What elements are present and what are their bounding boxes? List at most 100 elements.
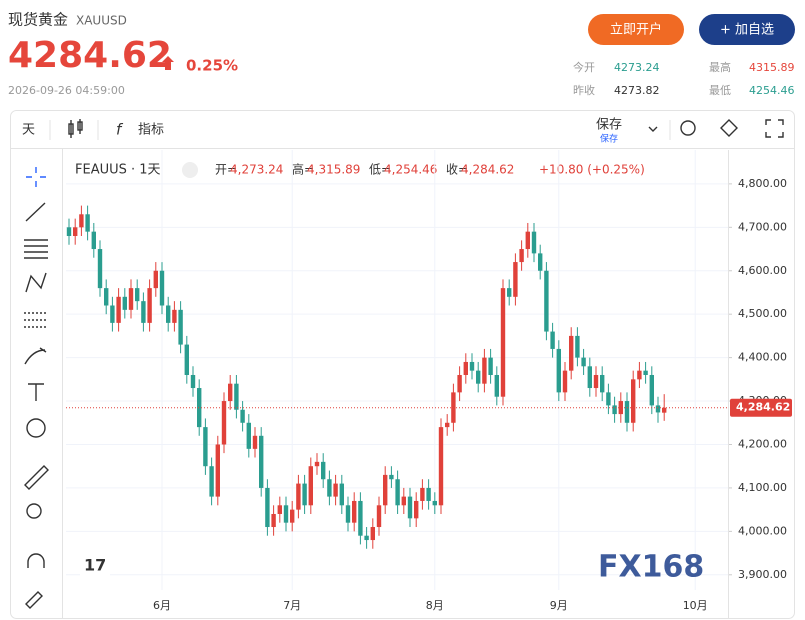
candle-body — [507, 288, 512, 297]
legend-toggle[interactable] — [182, 162, 198, 178]
y-tick-label: 4,800.00 — [738, 177, 787, 190]
pattern-tool[interactable] — [25, 272, 47, 293]
candle-body — [445, 422, 450, 428]
candle-body — [525, 231, 530, 250]
candle-body — [277, 505, 282, 514]
candle-body — [333, 483, 338, 497]
candle-body — [395, 479, 400, 506]
candle-body — [197, 388, 202, 428]
y-tick-label: 4,100.00 — [738, 481, 787, 494]
candle-body — [259, 435, 264, 488]
text-tool[interactable] — [28, 383, 44, 401]
candle-body — [463, 361, 468, 375]
button-label[interactable]: + 加自选 — [720, 23, 774, 38]
brush-tool[interactable] — [24, 347, 47, 365]
candle-body — [364, 535, 369, 541]
candle-body — [606, 392, 611, 406]
x-tick-label: 6月 — [153, 599, 171, 612]
candle-body — [538, 253, 543, 271]
change: 0.25% — [186, 57, 238, 75]
watermark: FX168 — [598, 550, 704, 585]
button-label[interactable]: 立即开户 — [610, 22, 662, 38]
emoji-tool[interactable] — [26, 418, 46, 438]
period-button[interactable]: 天 — [22, 123, 35, 138]
candle-body — [469, 361, 475, 371]
stat-value: 4273.82 — [614, 84, 660, 97]
candle-body — [420, 487, 425, 501]
chart-frame — [10, 110, 795, 619]
candle-body — [544, 270, 549, 332]
candle-body — [401, 496, 406, 506]
zoom-tool[interactable] — [26, 503, 42, 519]
candle-body — [575, 335, 580, 358]
candle-body — [593, 374, 599, 389]
candle-body — [240, 409, 245, 423]
candle-type-button[interactable] — [68, 119, 83, 138]
line-tool[interactable] — [25, 202, 46, 222]
candle-body — [662, 407, 667, 413]
settings-button[interactable] — [720, 119, 738, 137]
candle-body — [457, 374, 462, 393]
fullscreen-button[interactable] — [765, 119, 784, 138]
candle-body — [166, 305, 171, 323]
candle-body — [104, 288, 109, 306]
lock-tool[interactable] — [25, 591, 43, 609]
watchlist-button[interactable] — [699, 14, 795, 45]
legend-value: 4,254.46 — [384, 163, 437, 177]
drawing-tools — [24, 167, 49, 609]
candle-body — [327, 479, 332, 497]
candle-body — [339, 483, 344, 506]
candle-body — [482, 357, 487, 384]
ruler-tool[interactable] — [24, 465, 49, 490]
stat-label: 今开 — [573, 60, 595, 74]
candle-body — [203, 427, 208, 467]
candle-body — [631, 379, 636, 423]
save-button[interactable]: 保存 — [596, 118, 622, 133]
candle-body — [147, 288, 152, 323]
candle-body — [637, 370, 642, 380]
candle-body — [221, 401, 227, 445]
indicator-button[interactable]: 指标 — [138, 123, 164, 138]
candle-body — [414, 500, 419, 519]
candle-body — [352, 500, 357, 523]
candle-body — [290, 509, 295, 523]
y-tick-label: 4,500.00 — [738, 307, 787, 320]
fib-tool[interactable] — [24, 312, 48, 328]
candle-body — [97, 249, 103, 289]
save-sub: 保存 — [600, 133, 618, 145]
candle-body — [358, 500, 363, 536]
crosshair-tool[interactable] — [26, 167, 46, 187]
candle-body — [128, 288, 134, 310]
legend-symbol: FEAUUS · 1天 — [75, 163, 161, 178]
candle-body — [314, 461, 320, 467]
candle-body — [370, 527, 375, 541]
candle-body — [618, 401, 623, 415]
candle-body — [215, 444, 220, 497]
candle-body — [91, 231, 96, 250]
candle-body — [488, 357, 493, 375]
channel-tool[interactable] — [24, 239, 48, 259]
x-tick-label: 9月 — [550, 599, 568, 612]
candle-body — [79, 214, 84, 228]
last-price-label: 4,284.62 — [736, 401, 790, 414]
last-price-tag — [730, 398, 792, 417]
candle-body — [172, 309, 177, 323]
chart: 3,900.004,000.004,100.004,200.004,300.00… — [66, 150, 792, 618]
candle-body — [283, 505, 289, 523]
y-tick-label: 4,000.00 — [738, 524, 787, 537]
header: 现货黄金 XAUUSD 4284.62 0.25% 2026-09-26 04:… — [8, 11, 795, 97]
candle-body — [85, 214, 90, 232]
x-tick-label: 8月 — [426, 599, 444, 612]
alert-button[interactable] — [680, 120, 696, 136]
candle-body — [321, 461, 326, 480]
candle-body — [66, 227, 72, 237]
candle-body — [519, 249, 524, 263]
candle-body — [476, 370, 481, 384]
stat-value: 4315.89 — [749, 61, 795, 74]
magnet-tool[interactable] — [27, 553, 45, 568]
open-account-button[interactable] — [588, 14, 684, 45]
save-menu[interactable] — [648, 126, 658, 132]
tv-logo — [80, 552, 110, 578]
candle-body — [513, 262, 518, 297]
